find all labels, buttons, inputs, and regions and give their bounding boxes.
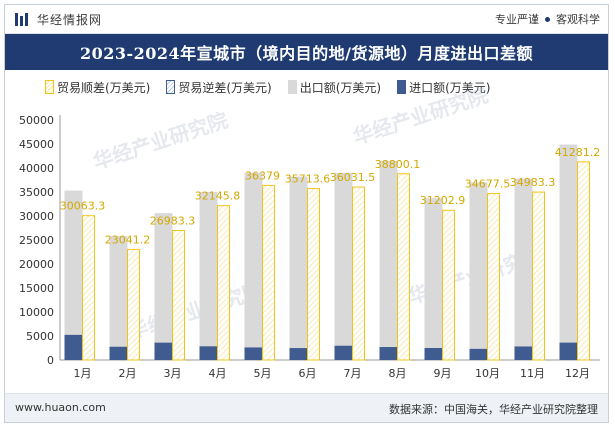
legend-swatch-surplus bbox=[45, 80, 54, 94]
surplus-bar bbox=[577, 161, 590, 361]
surplus-data-label: 35713.6 bbox=[285, 173, 331, 186]
export-bar bbox=[424, 198, 443, 360]
top-bar: 华经情报网 专业严谨 客观科学 bbox=[5, 5, 608, 34]
x-tick-label: 11月 bbox=[520, 367, 545, 380]
legend-item-import[interactable]: 进口额(万美元) bbox=[397, 79, 491, 96]
y-tick-label: 20000 bbox=[19, 258, 54, 271]
y-tick-label: 30000 bbox=[19, 210, 54, 223]
import-bar bbox=[244, 347, 263, 360]
x-tick-label: 8月 bbox=[389, 367, 407, 380]
y-tick-label: 0 bbox=[47, 354, 54, 367]
legend-item-surplus[interactable]: 贸易顺差(万美元) bbox=[45, 79, 150, 96]
import-bar bbox=[199, 346, 218, 360]
surplus-bar bbox=[127, 248, 140, 361]
import-bar bbox=[289, 348, 308, 360]
export-bar bbox=[559, 144, 578, 360]
footer-bar: www.huaon.com 数据来源：中国海关，华经产业研究院整理 bbox=[5, 393, 608, 422]
y-tick-label: 15000 bbox=[19, 282, 54, 295]
slogan-tags: 专业严谨 客观科学 bbox=[495, 11, 600, 27]
surplus-bar bbox=[307, 188, 320, 361]
import-bar bbox=[469, 348, 488, 360]
import-bar bbox=[514, 346, 533, 360]
y-tick-label: 5000 bbox=[26, 330, 54, 343]
y-tick-label: 10000 bbox=[19, 306, 54, 319]
export-bar bbox=[289, 176, 308, 360]
y-tick-label: 45000 bbox=[19, 138, 54, 151]
surplus-bar bbox=[82, 215, 95, 361]
import-bar bbox=[334, 345, 353, 360]
slogan-tag-1: 专业严谨 bbox=[495, 13, 539, 26]
huajing-logo-icon bbox=[15, 12, 28, 26]
import-bar bbox=[64, 334, 83, 360]
y-tick-label: 25000 bbox=[19, 234, 54, 247]
x-tick-label: 10月 bbox=[475, 367, 500, 380]
x-tick-label: 2月 bbox=[119, 367, 137, 380]
export-bar bbox=[244, 172, 263, 360]
slogan-tag-2: 客观科学 bbox=[556, 13, 600, 26]
footer-url[interactable]: www.huaon.com bbox=[15, 401, 106, 414]
export-bar bbox=[469, 182, 488, 360]
surplus-bar bbox=[217, 205, 230, 361]
chart-title: 2023-2024年宣城市（境内目的地/货源地）月度进出口差额 bbox=[79, 44, 534, 63]
export-bar bbox=[154, 213, 173, 360]
export-bar bbox=[379, 160, 398, 360]
y-tick-label: 50000 bbox=[19, 114, 54, 127]
chart-frame: 华经情报网 专业严谨 客观科学 2023-2024年宣城市（境内目的地/货源地）… bbox=[4, 4, 609, 423]
export-bar bbox=[334, 172, 353, 360]
surplus-data-label: 36379 bbox=[245, 169, 280, 182]
x-tick-label: 9月 bbox=[434, 367, 452, 380]
legend-label-import: 进口额(万美元) bbox=[409, 80, 491, 95]
import-bar bbox=[154, 342, 173, 360]
surplus-bar bbox=[262, 184, 275, 361]
bullet-dot-icon bbox=[545, 16, 550, 22]
x-tick-label: 7月 bbox=[344, 367, 362, 380]
export-bar bbox=[199, 192, 218, 360]
surplus-data-label: 38800.1 bbox=[375, 158, 421, 171]
x-tick-label: 1月 bbox=[74, 367, 92, 380]
surplus-bar bbox=[442, 209, 455, 361]
surplus-bar bbox=[532, 191, 545, 361]
legend-swatch-import bbox=[397, 80, 407, 94]
export-bar bbox=[514, 178, 533, 360]
surplus-bar bbox=[487, 193, 500, 361]
legend-swatch-export bbox=[287, 80, 297, 94]
y-tick-label: 40000 bbox=[19, 162, 54, 175]
y-tick-label: 35000 bbox=[19, 186, 54, 199]
surplus-data-label: 32145.8 bbox=[195, 190, 241, 203]
surplus-data-label: 26983.3 bbox=[150, 214, 196, 227]
export-bar bbox=[109, 236, 128, 360]
import-bar bbox=[424, 348, 443, 360]
brand-name: 华经情报网 bbox=[37, 12, 103, 27]
legend-item-deficit[interactable]: 贸易逆差(万美元) bbox=[166, 79, 272, 96]
surplus-bar bbox=[352, 186, 365, 361]
surplus-data-label: 34983.3 bbox=[510, 176, 556, 189]
import-bar bbox=[109, 346, 128, 360]
surplus-bar bbox=[172, 229, 185, 361]
x-tick-label: 12月 bbox=[565, 367, 590, 380]
import-bar bbox=[559, 342, 578, 360]
legend-item-export[interactable]: 出口额(万美元) bbox=[287, 79, 382, 96]
surplus-data-label: 34677.5 bbox=[465, 178, 511, 191]
x-tick-label: 5月 bbox=[254, 367, 272, 380]
surplus-data-label: 23041.2 bbox=[105, 233, 151, 246]
legend-label-surplus: 贸易顺差(万美元) bbox=[57, 80, 151, 95]
x-tick-label: 6月 bbox=[299, 367, 317, 380]
legend-swatch-deficit bbox=[166, 80, 176, 94]
bar-chart: 0 5000 10000 15000 20000 25000 30000 35000 40000… bbox=[19, 114, 601, 380]
surplus-bar bbox=[397, 173, 410, 361]
import-bar bbox=[379, 347, 398, 360]
x-tick-label: 3月 bbox=[164, 367, 182, 380]
x-tick-label: 4月 bbox=[209, 367, 227, 380]
export-bar bbox=[64, 190, 83, 360]
surplus-data-label: 41281.2 bbox=[555, 146, 601, 159]
legend-label-deficit: 贸易逆差(万美元) bbox=[178, 80, 272, 95]
title-bar: 2023-2024年宣城市（境内目的地/货源地）月度进出口差额 bbox=[5, 34, 608, 70]
surplus-data-label: 31202.9 bbox=[420, 194, 466, 207]
footer-source: 数据来源：中国海关，华经产业研究院整理 bbox=[389, 403, 598, 416]
chart-legend: 贸易顺差(万美元) 贸易逆差(万美元) 出口额(万美元) 进口额(万美元) bbox=[45, 76, 585, 98]
brand[interactable]: 华经情报网 bbox=[15, 10, 102, 28]
surplus-data-label: 30063.3 bbox=[60, 200, 106, 213]
legend-label-export: 出口额(万美元) bbox=[299, 80, 382, 95]
surplus-data-label: 36031.5 bbox=[330, 171, 376, 184]
